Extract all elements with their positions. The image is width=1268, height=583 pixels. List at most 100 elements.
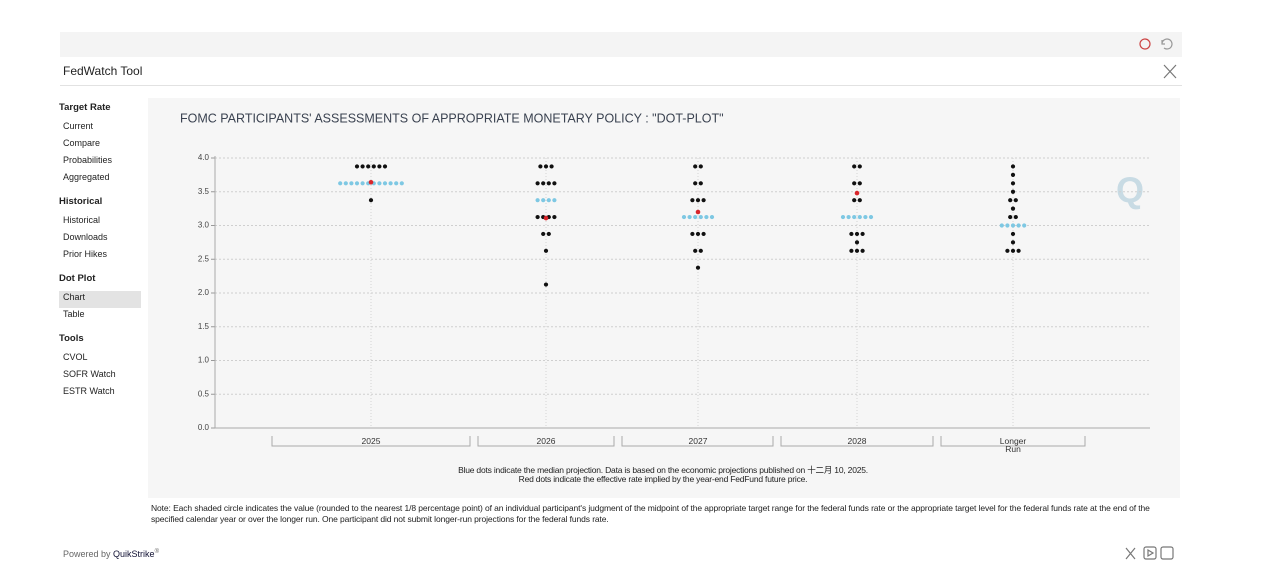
- participant-dot: [388, 181, 393, 186]
- participant-dot: [546, 181, 551, 186]
- nav-item[interactable]: Chart: [59, 291, 141, 308]
- participant-dot: [698, 164, 703, 169]
- nav-item[interactable]: Aggregated: [63, 172, 110, 182]
- participant-dot: [360, 181, 365, 186]
- icon[interactable]: [1147, 548, 1155, 558]
- participant-dot: [695, 265, 701, 270]
- participant-dot: [857, 181, 862, 186]
- y-tick-label: 2.0: [198, 288, 210, 297]
- y-tick-label: 3.0: [198, 221, 210, 230]
- y-tick-label: 0.0: [198, 423, 210, 432]
- participant-dot: [1016, 248, 1021, 253]
- participant-dot: [852, 181, 857, 186]
- participant-dot: [852, 198, 857, 203]
- icon[interactable]: [1163, 64, 1177, 79]
- participant-dot: [868, 214, 874, 220]
- participant-dot: [349, 181, 354, 186]
- participant-dot: [704, 214, 709, 220]
- nav-item[interactable]: CVOL: [63, 352, 88, 362]
- icon[interactable]: [1160, 546, 1174, 560]
- participant-dot: [860, 248, 865, 253]
- nav-item[interactable]: ESTR Watch: [63, 386, 115, 396]
- footnote: Note: Each shaded circle indicates the v…: [151, 503, 1150, 524]
- nav-item[interactable]: Prior Hikes: [63, 249, 108, 259]
- icon[interactable]: [1139, 38, 1151, 50]
- powered-by: Powered by QuikStrike®: [63, 549, 159, 559]
- participant-dot: [549, 164, 554, 169]
- participant-dot: [382, 181, 388, 186]
- participant-dot: [354, 164, 360, 169]
- y-tick-label: 2.5: [198, 254, 210, 263]
- participant-dot: [360, 164, 365, 169]
- icon[interactable]: [1161, 38, 1173, 50]
- x-tick-label: Longer Run: [999, 436, 1027, 454]
- nav-item[interactable]: Table: [63, 309, 85, 319]
- nav-item[interactable]: Current: [63, 121, 94, 131]
- chart-panel: [148, 98, 1180, 498]
- participant-dot: [368, 198, 374, 203]
- x-tick-label: 2026: [536, 436, 556, 446]
- y-tick-label: 4.0: [198, 153, 210, 162]
- participant-dot: [552, 198, 557, 203]
- section-heading: Dot Plot: [59, 273, 96, 284]
- participant-dot: [371, 164, 376, 169]
- participant-dot: [377, 164, 382, 169]
- participant-dot: [552, 214, 557, 220]
- watermark: Q: [1116, 170, 1144, 211]
- category-bracket: [477, 436, 615, 447]
- participant-dot: [690, 198, 695, 203]
- effective-rate-dot: [695, 209, 701, 215]
- participant-dot: [1010, 181, 1016, 186]
- y-tick-label: 1.5: [198, 322, 210, 331]
- participant-dot: [999, 223, 1004, 228]
- participant-dot: [852, 214, 857, 220]
- participant-dot: [543, 164, 549, 169]
- sidebar: Target Rate Current Compare Probabilitie…: [59, 101, 141, 409]
- y-tick-label: 1.0: [198, 356, 210, 365]
- participant-dot: [377, 181, 382, 186]
- section-heading: Tools: [59, 333, 84, 344]
- effective-rate-dot: [854, 190, 860, 196]
- nav-item[interactable]: Probabilities: [63, 155, 113, 165]
- participant-dot: [541, 181, 546, 186]
- participant-dot: [1005, 248, 1010, 253]
- participant-dot: [1010, 240, 1016, 245]
- participant-dot: [1013, 214, 1018, 220]
- participant-dot: [1008, 214, 1013, 220]
- brand[interactable]: QuikStrike: [113, 549, 155, 559]
- participant-dot: [1005, 223, 1010, 228]
- nav-item[interactable]: Downloads: [63, 232, 108, 242]
- participant-dot: [846, 214, 851, 220]
- icon[interactable]: [1143, 546, 1157, 560]
- participant-dot: [1016, 223, 1021, 228]
- participant-dot: [1010, 206, 1016, 211]
- participant-dot: [681, 214, 687, 220]
- icon[interactable]: [1125, 547, 1136, 560]
- participant-dot: [399, 181, 404, 186]
- participant-dot: [857, 198, 862, 203]
- participant-dot: [543, 248, 549, 253]
- category-bracket: [271, 436, 471, 447]
- participant-dot: [1013, 198, 1018, 203]
- nav-item[interactable]: SOFR Watch: [63, 369, 116, 379]
- participant-dot: [698, 248, 703, 253]
- divider: [60, 85, 1182, 86]
- category-bracket: [621, 436, 774, 447]
- section-heading: Historical: [59, 196, 103, 207]
- participant-dot: [840, 214, 846, 220]
- section: Target Rate Current Compare Probabilitie…: [59, 101, 141, 188]
- app-title: FedWatch Tool: [63, 64, 143, 78]
- section-heading: Target Rate: [59, 102, 111, 113]
- participant-dot: [687, 214, 692, 220]
- nav-item[interactable]: Historical: [63, 215, 101, 225]
- participant-dot: [860, 231, 865, 237]
- participant-dot: [852, 164, 857, 169]
- participant-dot: [693, 248, 698, 253]
- participant-dot: [1008, 198, 1013, 203]
- nav-item[interactable]: Compare: [63, 138, 101, 148]
- participant-dot: [1010, 248, 1016, 253]
- chart-note: Blue dots indicate the median projection…: [458, 465, 868, 475]
- participant-dot: [535, 198, 540, 203]
- participant-dot: [1010, 164, 1016, 169]
